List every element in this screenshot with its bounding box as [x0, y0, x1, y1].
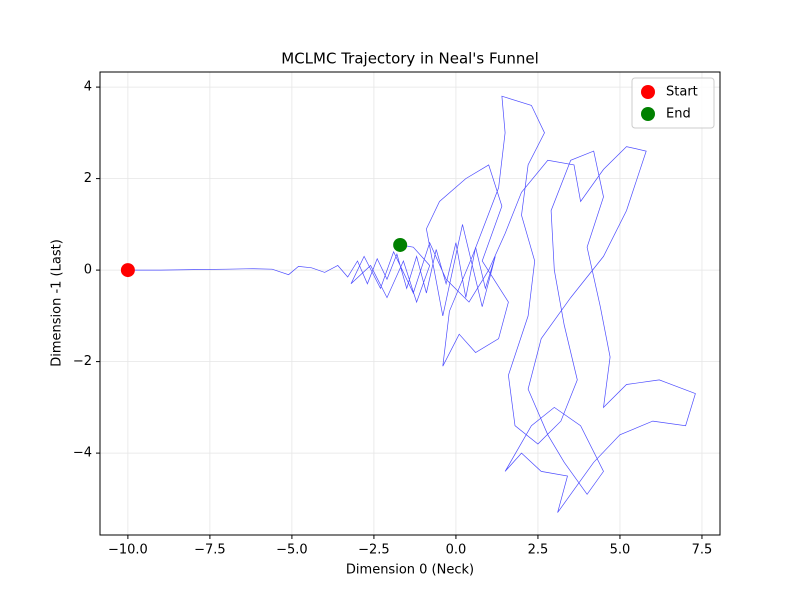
- y-tick-label: 0: [84, 263, 92, 278]
- y-axis-label: Dimension -1 (Last): [50, 239, 65, 367]
- trajectory-line: [127, 95, 696, 513]
- legend-marker: [641, 85, 655, 99]
- x-tick-label: 0.0: [446, 543, 467, 558]
- marker-start: [120, 263, 135, 278]
- legend-label: Start: [666, 85, 698, 100]
- legend-label: End: [666, 107, 691, 122]
- y-tick-label: −4: [73, 446, 92, 461]
- axes-frame: [99, 71, 721, 536]
- y-tick-label: 4: [84, 80, 92, 95]
- y-tick-label: −2: [73, 354, 92, 369]
- chart-title: MCLMC Trajectory in Neal's Funnel: [281, 50, 538, 68]
- legend-marker: [641, 107, 655, 121]
- x-tick-label: 2.5: [528, 543, 549, 558]
- x-tick-label: −5.0: [276, 543, 308, 558]
- x-axis-label: Dimension 0 (Neck): [346, 563, 474, 578]
- x-tick-label: −10.0: [108, 543, 148, 558]
- x-tick-label: 5.0: [610, 543, 631, 558]
- marker-end: [393, 237, 408, 252]
- x-tick-label: −7.5: [194, 543, 226, 558]
- x-tick-label: −2.5: [358, 543, 390, 558]
- x-tick-label: 7.5: [692, 543, 713, 558]
- y-tick-label: 2: [84, 171, 92, 186]
